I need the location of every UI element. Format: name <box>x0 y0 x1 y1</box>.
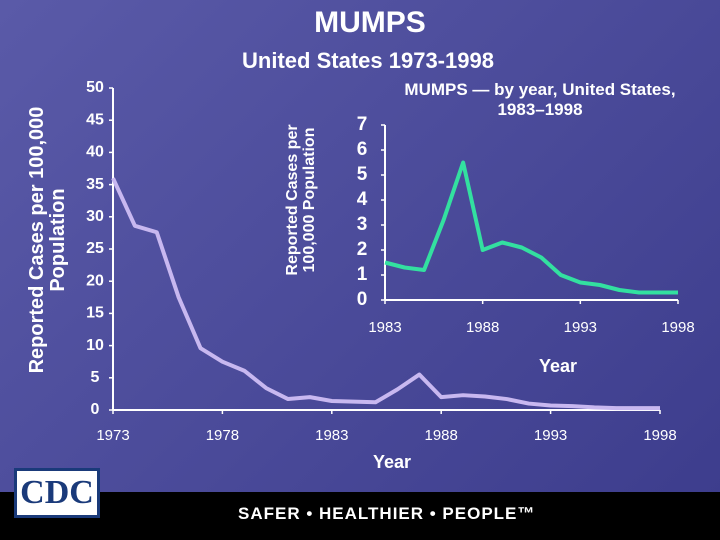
x-tick-label: 1998 <box>643 427 676 444</box>
y-tick-label: 4 <box>357 189 368 210</box>
inset-title: MUMPS — by year, United States, 1983–199… <box>404 80 676 120</box>
slide-title: MUMPS <box>314 6 426 39</box>
y-tick-label: 5 <box>357 164 368 185</box>
x-tick-label: 1983 <box>315 427 348 444</box>
y-tick-label: 1 <box>357 264 368 285</box>
y-axis-label: Reported Cases per 100,000 Population <box>284 124 318 276</box>
cdc-logo: CDC <box>14 468 100 518</box>
x-tick-label: 1973 <box>96 427 129 444</box>
y-axis-label: Reported Cases per 100,000 Population <box>26 106 69 374</box>
y-tick-label: 30 <box>86 208 104 225</box>
x-tick-label: 1988 <box>466 319 499 336</box>
y-tick-label: 20 <box>86 272 104 289</box>
x-tick-label: 1993 <box>564 319 597 336</box>
y-tick-label: 0 <box>91 401 100 418</box>
y-tick-label: 7 <box>357 114 368 135</box>
y-tick-label: 10 <box>86 337 104 354</box>
x-axis-label: Year <box>373 452 411 472</box>
x-axis-label: Year <box>539 356 577 376</box>
y-tick-label: 2 <box>357 239 368 260</box>
x-tick-label: 1978 <box>206 427 239 444</box>
tagline: SAFER • HEALTHIER • PEOPLE™ <box>238 504 536 523</box>
y-tick-label: 40 <box>86 144 104 161</box>
x-tick-label: 1988 <box>425 427 458 444</box>
y-tick-label: 6 <box>357 139 368 160</box>
y-tick-label: 35 <box>86 176 104 193</box>
y-tick-label: 15 <box>86 305 104 322</box>
x-tick-label: 1998 <box>661 319 694 336</box>
y-tick-label: 45 <box>86 111 104 128</box>
x-tick-label: 1983 <box>368 319 401 336</box>
chart-subtitle: United States 1973-1998 <box>242 48 494 73</box>
y-tick-label: 0 <box>357 289 368 310</box>
y-tick-label: 5 <box>91 369 100 386</box>
y-tick-label: 25 <box>86 240 104 257</box>
y-tick-label: 3 <box>357 214 368 235</box>
x-tick-label: 1993 <box>534 427 567 444</box>
footer: CDC SAFER • HEALTHIER • PEOPLE™ <box>0 468 720 540</box>
data-line <box>111 177 660 411</box>
data-line <box>384 160 678 295</box>
y-tick-label: 50 <box>86 79 104 96</box>
